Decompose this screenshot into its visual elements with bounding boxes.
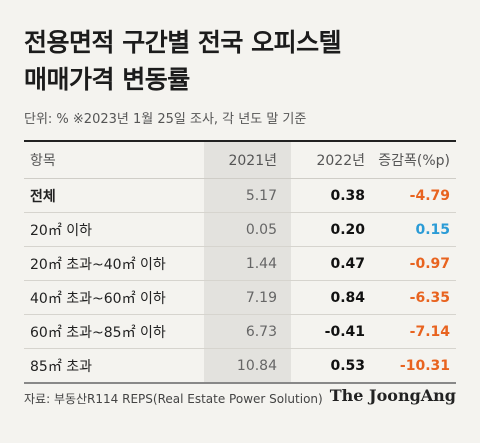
row-2021-value: 6.73 bbox=[245, 323, 277, 340]
row-change-value: -0.97 bbox=[409, 255, 450, 272]
publisher-logo: The JoongAng bbox=[329, 386, 456, 405]
table-header-row: 항목 2021년 2022년 증감폭(%p) bbox=[24, 142, 456, 179]
row-change-value: -7.14 bbox=[409, 323, 450, 340]
table-row: 40㎡ 초과~60㎡ 이하 7.19 0.84 -6.35 bbox=[24, 281, 456, 315]
unit-note: 단위: % ※2023년 1월 25일 조사, 각 년도 말 기준 bbox=[24, 112, 307, 127]
row-2022-value: 0.20 bbox=[330, 221, 365, 238]
row-2021-value: 7.19 bbox=[245, 289, 277, 306]
row-2021-value: 5.17 bbox=[245, 187, 277, 204]
row-change-value: -6.35 bbox=[409, 289, 450, 306]
row-item: 85㎡ 초과 bbox=[30, 358, 93, 375]
table-row: 85㎡ 초과 10.84 0.53 -10.31 bbox=[24, 349, 456, 384]
header-change: 증감폭(%p) bbox=[378, 153, 450, 169]
header-item: 항목 bbox=[30, 153, 56, 169]
table-row: 20㎡ 이하 0.05 0.20 0.15 bbox=[24, 213, 456, 247]
row-change-value: -10.31 bbox=[399, 357, 450, 374]
row-item: 전체 bbox=[30, 188, 56, 205]
row-2022-value: 0.47 bbox=[330, 255, 365, 272]
row-2021-value: 0.05 bbox=[245, 221, 277, 238]
row-change-value: 0.15 bbox=[415, 221, 450, 238]
row-2022-value: 0.38 bbox=[330, 187, 365, 204]
shaded-column-bg bbox=[204, 142, 291, 178]
row-2021-value: 10.84 bbox=[236, 357, 277, 374]
table-row: 전체 5.17 0.38 -4.79 bbox=[24, 179, 456, 213]
row-2021-value: 1.44 bbox=[245, 255, 277, 272]
source-note: 자료: 부동산R114 REPS(Real Estate Power Solut… bbox=[24, 392, 323, 406]
header-2021: 2021년 bbox=[228, 153, 277, 169]
table-row: 60㎡ 초과~85㎡ 이하 6.73 -0.41 -7.14 bbox=[24, 315, 456, 349]
shaded-column-bg bbox=[204, 349, 291, 382]
title-line-1: 전용면적 구간별 전국 오피스텔 bbox=[24, 28, 342, 57]
row-item: 40㎡ 초과~60㎡ 이하 bbox=[30, 290, 166, 307]
row-item: 60㎡ 초과~85㎡ 이하 bbox=[30, 324, 166, 341]
row-2022-value: -0.41 bbox=[324, 323, 365, 340]
data-table: 항목 2021년 2022년 증감폭(%p) 전체 5.17 0.38 -4.79 20… bbox=[24, 140, 456, 384]
table-row: 20㎡ 초과~40㎡ 이하 1.44 0.47 -0.97 bbox=[24, 247, 456, 281]
shaded-column-bg bbox=[204, 179, 291, 212]
shaded-column-bg bbox=[204, 281, 291, 314]
shaded-column-bg bbox=[204, 247, 291, 280]
row-2022-value: 0.84 bbox=[330, 289, 365, 306]
row-item: 20㎡ 초과~40㎡ 이하 bbox=[30, 256, 166, 273]
header-2022: 2022년 bbox=[316, 153, 365, 169]
shaded-column-bg bbox=[204, 315, 291, 348]
row-item: 20㎡ 이하 bbox=[30, 222, 93, 239]
chart-title: 전용면적 구간별 전국 오피스텔 매매가격 변동률 bbox=[24, 24, 464, 98]
row-change-value: -4.79 bbox=[409, 187, 450, 204]
shaded-column-bg bbox=[204, 213, 291, 246]
row-2022-value: 0.53 bbox=[330, 357, 365, 374]
table-body: 전체 5.17 0.38 -4.79 20㎡ 이하 0.05 0.20 0.15 20㎡ 초과~… bbox=[24, 179, 456, 384]
title-line-2: 매매가격 변동률 bbox=[24, 65, 190, 94]
